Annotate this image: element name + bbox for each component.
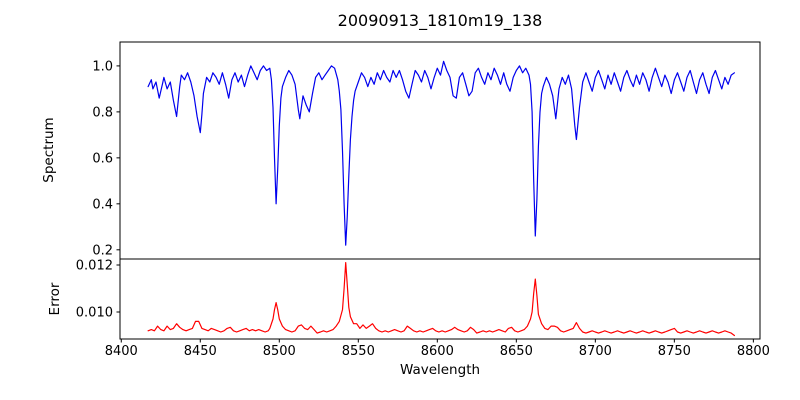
x-tick-label: 8750 (658, 344, 691, 359)
error-panel-frame (119, 258, 761, 340)
x-tick-label: 8550 (342, 344, 375, 359)
x-tick-label: 8700 (579, 344, 612, 359)
spectrum-axis-label: Spectrum (41, 117, 57, 183)
error-line (147, 262, 736, 337)
y-tick-label: 0.6 (92, 151, 113, 166)
y-tick-label: 1.0 (92, 59, 113, 74)
y-tick-label: 0.010 (76, 305, 113, 320)
y-tick-label: 0.4 (92, 197, 113, 212)
chart-title: 20090913_1810m19_138 (337, 11, 543, 30)
y-tick-label: 0.012 (76, 258, 113, 273)
x-tick-label: 8800 (737, 344, 770, 359)
x-tick-label: 8500 (263, 344, 296, 359)
wavelength-axis-label: Wavelength (399, 362, 481, 378)
x-tick-label: 8600 (421, 344, 454, 359)
spectrum-line (147, 60, 736, 246)
y-tick-label: 0.2 (92, 243, 113, 258)
x-tick-label: 8400 (105, 344, 138, 359)
y-tick-label: 0.8 (92, 105, 113, 120)
error-axis-label: Error (47, 282, 63, 316)
x-tick-label: 8450 (184, 344, 217, 359)
x-tick-label: 8650 (500, 344, 533, 359)
